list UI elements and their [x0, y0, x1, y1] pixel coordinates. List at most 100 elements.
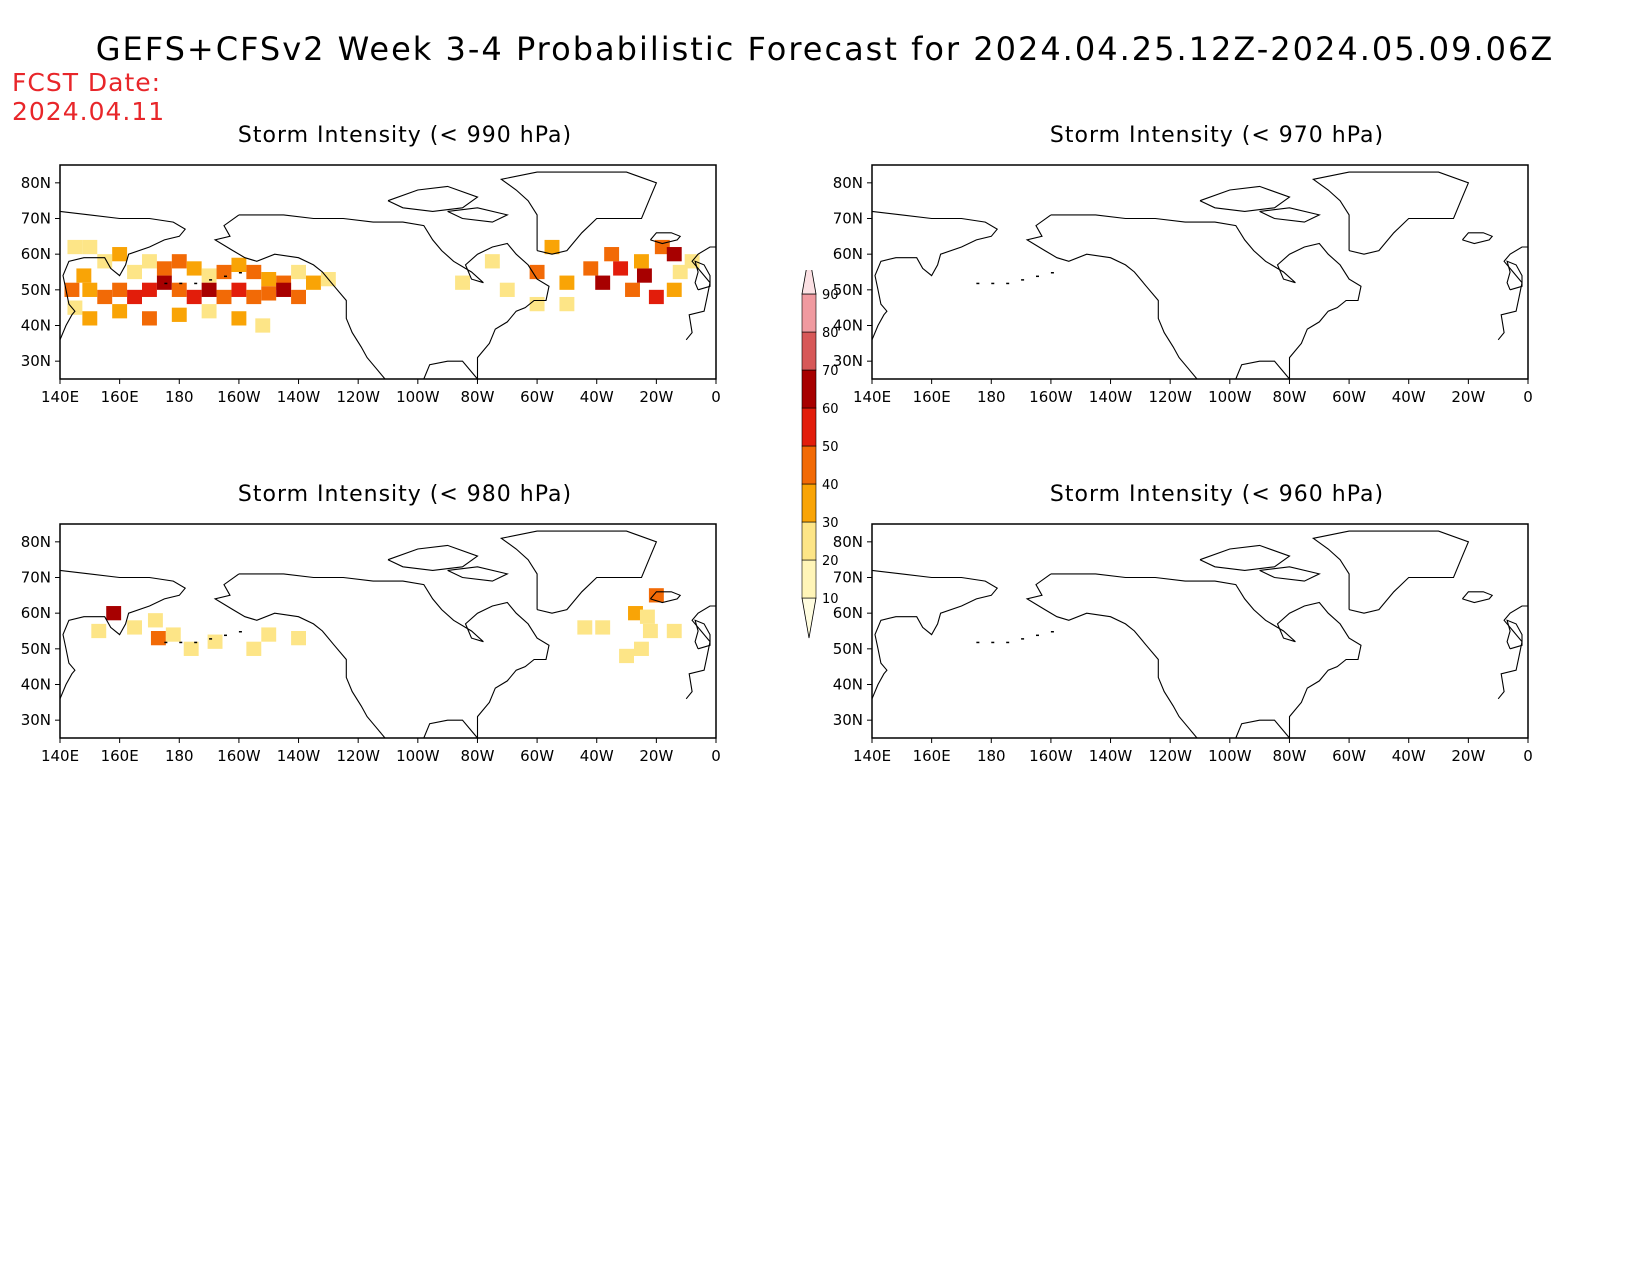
coastline	[387, 544, 479, 571]
x-tick-label: 80W	[1272, 388, 1306, 406]
x-tick-label: 60W	[1332, 747, 1366, 765]
x-tick-label: 120W	[336, 388, 380, 406]
map-frame	[871, 523, 1529, 739]
prob-cell	[672, 264, 688, 280]
island	[1050, 272, 1054, 274]
x-tick-label: 120W	[1148, 747, 1192, 765]
prob-cell	[216, 264, 232, 280]
coastline	[499, 530, 658, 614]
prob-cell	[291, 264, 306, 280]
island	[976, 282, 980, 285]
colorbar-segment	[801, 331, 817, 371]
coastline	[447, 207, 509, 223]
island	[209, 638, 213, 640]
y-tick-label: 40N	[833, 676, 863, 694]
prob-cell	[76, 268, 92, 283]
prob-cell	[634, 641, 649, 656]
x-tick-label: 100W	[396, 388, 440, 406]
x-tick-label: 140W	[1089, 388, 1133, 406]
prob-cell	[595, 620, 611, 635]
colorbar-label: 80	[822, 326, 839, 341]
x-tick-label: 180	[165, 388, 194, 406]
island	[991, 282, 995, 285]
prob-cell	[171, 282, 187, 297]
x-tick-label: 80W	[460, 388, 494, 406]
x-tick-label: 40W	[1392, 747, 1426, 765]
prob-cell	[455, 275, 470, 290]
prob-cell	[127, 289, 142, 305]
prob-cell	[186, 261, 202, 276]
panel-970: Storm Intensity (< 970 hPa) 140E 160E 180 1…	[822, 123, 1562, 423]
island	[1036, 634, 1039, 637]
x-tick-label: 160E	[101, 747, 139, 765]
prob-cell	[82, 282, 98, 297]
panel-980: Storm Intensity (< 980 hPa) 140E 160E 180 1…	[10, 482, 750, 782]
prob-cell	[127, 264, 142, 280]
map-frame	[871, 164, 1529, 380]
x-tick-label: 40W	[580, 388, 614, 406]
coastline	[1506, 619, 1523, 650]
prob-cell	[628, 606, 643, 621]
prob-cell	[276, 282, 292, 297]
coastline	[1311, 171, 1470, 255]
y-tick-label: 80N	[833, 533, 863, 551]
colorbar-segment	[801, 521, 817, 561]
island	[224, 275, 227, 278]
coastline	[1461, 232, 1494, 245]
forecast-date-label: FCST Date:	[12, 68, 162, 97]
x-tick-label: 20W	[1451, 388, 1485, 406]
probability-cells	[91, 588, 682, 664]
coastline	[1025, 573, 1198, 739]
x-tick-label: 180	[977, 388, 1006, 406]
prob-cell	[544, 239, 560, 255]
coastline	[871, 569, 999, 700]
y-tick-label: 80N	[21, 533, 51, 551]
prob-cell	[207, 634, 223, 649]
prob-cell	[595, 275, 611, 290]
coastline	[1506, 260, 1523, 291]
y-tick-label: 80N	[21, 174, 51, 192]
island	[194, 641, 198, 644]
prob-cell	[231, 311, 247, 326]
island	[1036, 275, 1039, 278]
x-tick-label: 60W	[1332, 388, 1366, 406]
panel-title: Storm Intensity (< 990 hPa)	[237, 123, 573, 148]
map-svg: 140E 160E 180 160W 140W 120W 100W 80W 60W 40W 20W 0…	[21, 523, 721, 765]
x-tick-label: 60W	[520, 747, 554, 765]
x-tick-label: 140E	[853, 388, 891, 406]
coastline	[1259, 207, 1321, 223]
prob-cell	[666, 282, 682, 297]
y-tick-label: 60N	[21, 604, 51, 622]
prob-cell	[165, 627, 181, 642]
x-tick-label: 140E	[853, 747, 891, 765]
x-tick-label: 160W	[1029, 747, 1073, 765]
map-background	[872, 524, 1528, 738]
island	[1021, 638, 1025, 640]
island	[1050, 631, 1054, 633]
prob-cell	[231, 257, 247, 272]
map-svg: 140E 160E 180 160W 140W 120W 100W 80W 60W 40W 20W 0…	[833, 164, 1533, 406]
prob-cell	[666, 623, 682, 639]
prob-cell	[156, 261, 172, 276]
prob-cell	[625, 282, 640, 297]
coastline	[59, 569, 187, 700]
prob-cell	[183, 641, 199, 656]
prob-cell	[231, 282, 247, 297]
x-tick-label: 20W	[1451, 747, 1485, 765]
coastline	[447, 566, 509, 582]
prob-cell	[142, 254, 157, 269]
prob-cell	[64, 282, 80, 297]
y-tick-label: 40N	[833, 317, 863, 335]
x-tick-label: 160W	[217, 388, 261, 406]
coastline	[1461, 591, 1494, 604]
x-tick-label: 80W	[1272, 747, 1306, 765]
map-background	[872, 165, 1528, 379]
coastline	[499, 171, 658, 255]
coastlines	[59, 530, 716, 740]
island	[164, 282, 168, 285]
map-svg: 140E 160E 180 160W 140W 120W 100W 80W 60W 40W 20W 0…	[21, 164, 721, 406]
x-tick-label: 160W	[1029, 388, 1073, 406]
x-tick-label: 180	[977, 747, 1006, 765]
x-tick-label: 120W	[1148, 388, 1192, 406]
colorbar-label: 50	[822, 440, 839, 455]
